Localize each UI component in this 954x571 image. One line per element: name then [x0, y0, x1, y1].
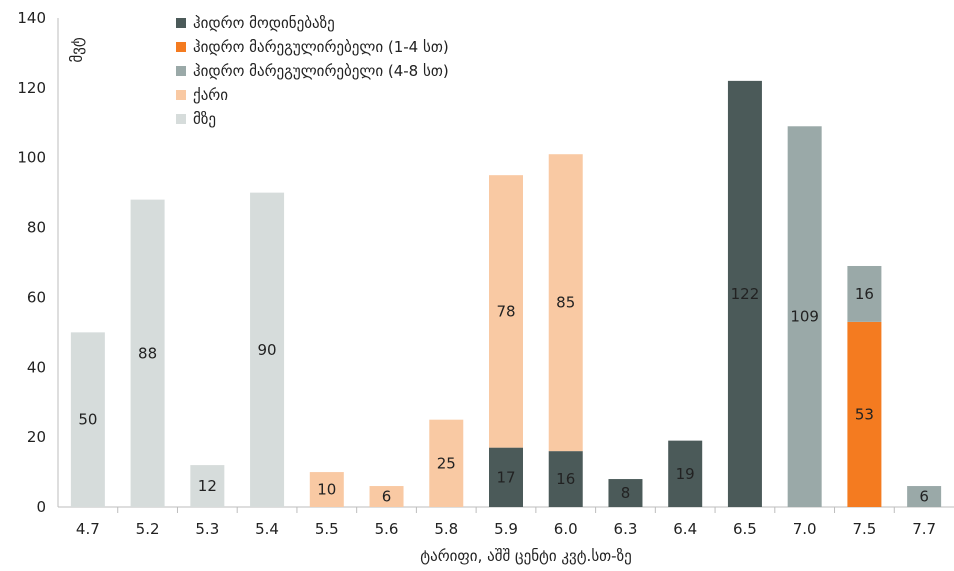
legend-label: ჰიდრო მარეგულირებელი (4-8 სთ): [193, 62, 449, 80]
bar-segment: [787, 126, 822, 508]
bar-value-label: 12: [198, 477, 217, 495]
bar-segment: [608, 479, 643, 507]
bar-segment: [130, 199, 165, 507]
bar-segment: [847, 265, 882, 322]
x-tick-label: 5.9: [494, 520, 518, 538]
bar-segment: [727, 80, 762, 507]
x-tick-label: 6.4: [673, 520, 697, 538]
legend-swatch: [176, 18, 186, 28]
bar-value-label: 109: [790, 308, 819, 326]
bar-value-label: 78: [496, 302, 515, 320]
legend-swatch: [176, 42, 186, 52]
bar-segment: [309, 472, 344, 507]
bar-value-label: 19: [676, 465, 695, 483]
legend-label: ქარი: [193, 86, 228, 104]
bar-segment: [250, 192, 285, 507]
bar-value-label: 10: [317, 481, 336, 499]
bar-segment: [429, 419, 464, 507]
bar-segment: [548, 451, 583, 507]
x-tick-label: 7.0: [793, 520, 817, 538]
x-tick-label: 5.5: [315, 520, 339, 538]
x-tick-label: 6.0: [554, 520, 578, 538]
y-tick-label: 100: [17, 149, 46, 167]
legend-swatch: [176, 114, 186, 124]
y-tick-label: 40: [27, 358, 46, 376]
bar-value-label: 25: [437, 454, 456, 472]
x-axis-title: ტარიფი, აშშ ცენტი კვტ.სთ-ზე: [420, 547, 631, 565]
bar-value-label: 6: [919, 488, 929, 506]
bar-segment: [668, 440, 703, 507]
x-tick-label: 5.3: [195, 520, 219, 538]
bar-value-label: 50: [78, 411, 97, 429]
bar-value-label: 16: [855, 285, 874, 303]
y-tick-label: 60: [27, 288, 46, 306]
x-tick-label: 7.5: [852, 520, 876, 538]
bar-value-label: 8: [621, 484, 631, 502]
legend-label: მზე: [193, 110, 216, 128]
bar-value-label: 16: [556, 470, 575, 488]
bar-segment: [548, 154, 583, 452]
bar-value-label: 53: [855, 405, 874, 423]
bar-segment: [847, 321, 882, 507]
bar-value-label: 17: [496, 468, 515, 486]
bar-value-label: 90: [258, 341, 277, 359]
x-tick-label: 5.2: [136, 520, 160, 538]
x-tick-label: 5.6: [375, 520, 399, 538]
bar-segment: [190, 465, 225, 507]
x-tick-label: 6.5: [733, 520, 757, 538]
y-tick-label: 140: [17, 9, 46, 27]
bar-value-label: 85: [556, 294, 575, 312]
bar-segment: [70, 332, 105, 507]
y-tick-label: 20: [27, 428, 46, 446]
bars: [70, 80, 942, 508]
y-tick-label: 80: [27, 219, 46, 237]
bar-segment: [907, 486, 942, 507]
x-tick-label: 4.7: [76, 520, 100, 538]
legend-label: ჰიდრო მარეგულირებელი (1-4 სთ): [193, 38, 449, 56]
x-tick-label: 5.4: [255, 520, 279, 538]
axes: 0 20 40 60 80 100 120 140 4.7 5.2 5.3 5.4 5.5 5.6 5.8 5…: [17, 9, 954, 565]
y-tick-label: 120: [17, 79, 46, 97]
y-axis-title: მვტ: [68, 37, 86, 63]
bar-segment: [489, 447, 523, 507]
legend-swatch: [176, 66, 186, 76]
bar-segment: [369, 486, 404, 507]
x-tick-label: 5.8: [434, 520, 458, 538]
legend: ჰიდრო მოდინებაზე ჰიდრო მარეგულირებელი (1-…: [176, 14, 449, 128]
bar-value-label: 6: [382, 488, 392, 506]
legend-swatch: [176, 90, 186, 100]
bar-value-label: 88: [138, 344, 157, 362]
bar-value-label: 122: [731, 285, 760, 303]
bar-segment: [489, 175, 523, 448]
bar-labels: 50 88 12 90 10 6 25 17 78 16 85 8 19 122 109 53 16 6: [78, 285, 929, 506]
x-tick-label: 7.7: [912, 520, 936, 538]
y-tick-label: 0: [36, 498, 46, 516]
x-tick-label: 6.3: [614, 520, 638, 538]
legend-label: ჰიდრო მოდინებაზე: [193, 14, 335, 32]
